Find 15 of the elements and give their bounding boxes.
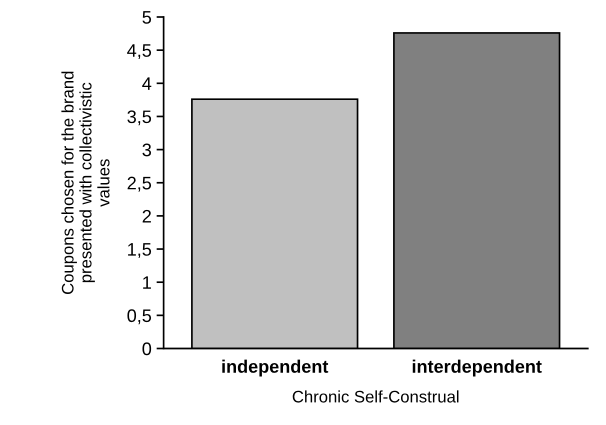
x-tick-label: independent: [222, 360, 328, 376]
y-axis-title: Coupons chosen for the brand presented with collectivistic values: [61, 72, 110, 294]
y-tick-label: 1: [143, 276, 151, 289]
y-tick-label: 4,5: [127, 44, 152, 60]
y-tick-label: 3,5: [127, 110, 152, 126]
y-tick-label: 0,5: [127, 309, 152, 324]
y-tick-label: 2: [142, 210, 151, 222]
y-tick-label: 5: [142, 11, 152, 24]
y-tick-label: 2,5: [128, 176, 152, 192]
y-tick-label: 1,5: [128, 243, 152, 258]
y-tick-label: 3: [142, 144, 152, 156]
y-tick-label: 4: [142, 77, 152, 90]
y-tick-label: 0: [142, 342, 152, 356]
x-tick-label: interdependent: [412, 360, 542, 376]
x-axis-title: Chronic Self-Construal: [292, 390, 458, 403]
